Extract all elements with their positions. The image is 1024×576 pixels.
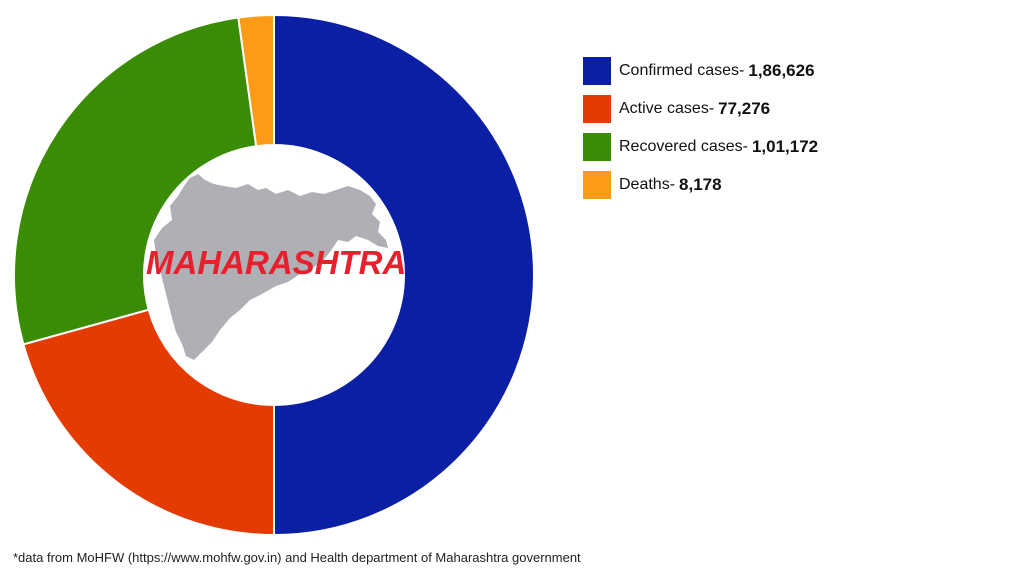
maharashtra-map-icon bbox=[154, 174, 388, 360]
active-swatch-icon bbox=[583, 94, 611, 123]
deaths-swatch-icon bbox=[583, 170, 611, 199]
legend-item-recovered: Recovered cases- 1,01,172 bbox=[583, 132, 818, 161]
confirmed-swatch-icon bbox=[583, 56, 611, 85]
legend: Confirmed cases- 1,86,626 Active cases- … bbox=[583, 56, 818, 208]
slice-recovered bbox=[13, 16, 258, 346]
state-label: MAHARASHTRA bbox=[146, 244, 407, 281]
legend-value: 8,178 bbox=[679, 174, 722, 194]
legend-label: Confirmed cases- bbox=[619, 61, 745, 79]
slice-deaths bbox=[237, 13, 275, 148]
legend-label: Deaths- bbox=[619, 175, 676, 193]
legend-item-deaths: Deaths- 8,178 bbox=[583, 170, 818, 199]
legend-value: 1,86,626 bbox=[748, 60, 815, 80]
legend-item-confirmed: Confirmed cases- 1,86,626 bbox=[583, 56, 818, 85]
legend-label: Recovered cases- bbox=[619, 137, 748, 155]
recovered-swatch-icon bbox=[583, 132, 611, 161]
legend-value: 77,276 bbox=[718, 98, 771, 118]
slice-active bbox=[22, 308, 275, 537]
footnote: *data from MoHFW (https://www.mohfw.gov.… bbox=[13, 550, 581, 565]
slice-confirmed bbox=[273, 13, 535, 537]
donut-slices bbox=[13, 13, 535, 537]
legend-value: 1,01,172 bbox=[751, 136, 819, 156]
donut-chart bbox=[13, 13, 535, 537]
legend-item-active: Active cases- 77,276 bbox=[583, 94, 818, 123]
legend-label: Active cases- bbox=[619, 99, 715, 117]
